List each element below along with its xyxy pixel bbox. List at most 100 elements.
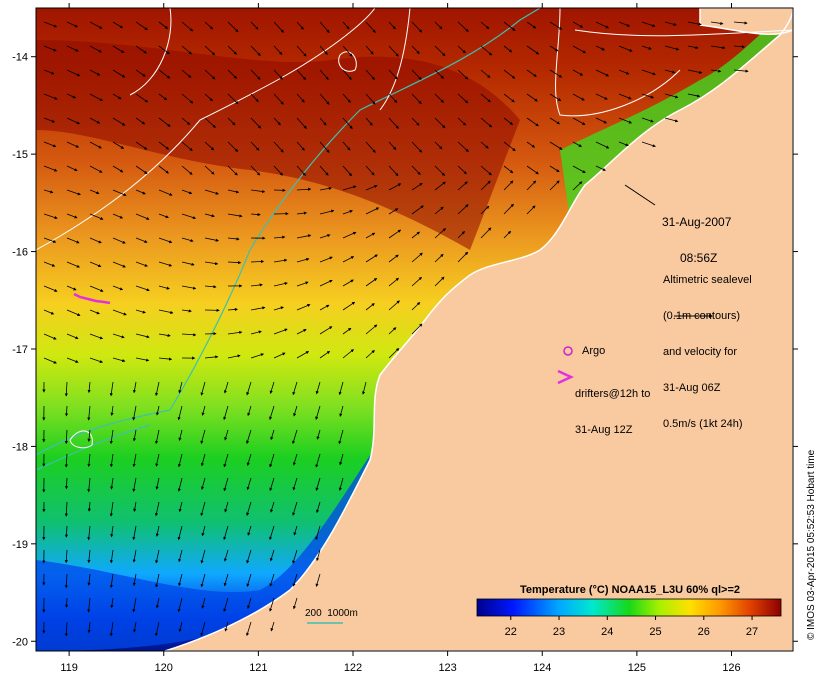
velocity-arrow — [89, 93, 104, 101]
velocity-arrow — [43, 237, 57, 243]
velocity-arrow — [292, 549, 298, 564]
velocity-arrow — [273, 165, 284, 176]
velocity-arrow — [595, 117, 608, 124]
velocity-arrow — [204, 69, 216, 80]
velocity-arrow — [687, 45, 699, 50]
velocity-arrow — [181, 333, 197, 337]
velocity-arrow — [411, 301, 421, 311]
velocity-arrow — [43, 117, 56, 123]
velocity-arrow — [595, 21, 610, 29]
velocity-arrow — [200, 477, 206, 490]
velocity-arrow — [112, 261, 126, 268]
lon-tick-label: 122 — [344, 662, 362, 674]
longitude-axis: 119 120 121 122 123 124 125 126 — [60, 3, 741, 674]
velocity-arrow — [250, 283, 263, 287]
velocity-arrow — [319, 326, 333, 335]
velocity-arrow — [158, 141, 170, 150]
velocity-arrow — [595, 141, 610, 149]
argo-label: Argo — [582, 345, 606, 357]
velocity-arrow — [315, 573, 321, 587]
velocity-arrow — [87, 453, 91, 468]
velocity-arrow — [480, 227, 492, 239]
velocity-arrow — [43, 21, 58, 28]
velocity-arrow — [388, 327, 397, 335]
velocity-arrow — [316, 429, 321, 440]
velocity-arrow — [87, 549, 91, 564]
velocity-arrow — [227, 260, 242, 265]
velocity-arrow — [572, 181, 583, 191]
velocity-arrow — [296, 234, 312, 239]
velocity-arrow — [109, 429, 114, 445]
velocity-arrow — [342, 165, 353, 177]
velocity-arrow — [319, 45, 328, 55]
velocity-arrow — [296, 165, 306, 176]
velocity-arrow — [155, 453, 160, 467]
date-label: 31-Aug-2007 08:56Z — [662, 192, 731, 276]
velocity-arrow — [365, 165, 375, 176]
velocity-arrow — [342, 279, 354, 287]
velocity-arrow — [710, 45, 726, 50]
lat-tick-label: -19 — [12, 539, 28, 551]
velocity-arrow — [526, 165, 539, 175]
velocity-arrow — [178, 621, 183, 633]
velocity-arrow — [595, 165, 606, 171]
velocity-arrow — [549, 117, 561, 125]
velocity-arrow — [158, 333, 171, 337]
velocity-arrow — [200, 429, 206, 445]
velocity-arrow — [43, 285, 58, 292]
velocity-arrow — [411, 182, 423, 191]
velocity-arrow — [338, 381, 344, 396]
velocity-arrow — [503, 165, 514, 174]
velocity-arrow — [246, 549, 252, 564]
velocity-arrow — [595, 93, 608, 100]
velocity-arrow — [411, 231, 421, 239]
altimetry-line: and velocity for — [663, 346, 737, 358]
velocity-arrow — [549, 69, 563, 78]
colorbar: 22 23 24 25 26 27 — [476, 598, 782, 638]
velocity-arrow — [618, 21, 631, 27]
velocity-arrow — [270, 501, 275, 513]
velocity-arrow — [572, 69, 584, 76]
velocity-arrow — [64, 549, 68, 564]
velocity-arrow — [247, 525, 252, 536]
velocity-arrow — [480, 165, 492, 176]
velocity-arrow — [526, 21, 537, 29]
velocity-arrow — [200, 621, 206, 637]
velocity-arrow — [480, 141, 489, 149]
velocity-arrow — [89, 69, 101, 76]
velocity-arrow — [434, 45, 446, 57]
velocity-arrow — [342, 327, 352, 335]
date-line2: 08:56Z — [680, 251, 718, 265]
velocity-arrow — [66, 309, 81, 316]
velocity-arrows — [42, 21, 749, 637]
velocity-arrow — [158, 93, 168, 101]
colorbar-tick-label: 22 — [505, 626, 517, 638]
velocity-arrow — [457, 21, 469, 32]
velocity-arrow — [87, 621, 91, 634]
credit-text: © IMOS 03-Apr-2015 05:52:53 Hobart time — [806, 449, 817, 640]
velocity-arrow — [273, 258, 288, 263]
velocity-arrow — [64, 573, 68, 589]
velocity-arrow — [223, 573, 229, 587]
velocity-arrow — [224, 501, 229, 513]
velocity-arrow — [342, 45, 353, 57]
velocity-arrow — [155, 573, 160, 588]
velocity-arrow — [526, 93, 538, 102]
velocity-arrow — [112, 141, 125, 149]
velocity-arrow — [64, 597, 69, 608]
velocity-arrow — [66, 357, 79, 363]
velocity-arrow — [457, 181, 468, 191]
velocity-arrow — [135, 141, 148, 150]
velocity-arrow — [342, 301, 356, 311]
velocity-arrow — [273, 117, 281, 126]
velocity-arrow — [43, 357, 57, 364]
velocity-arrow — [112, 69, 126, 78]
velocity-arrow — [733, 21, 748, 25]
velocity-arrow — [342, 141, 351, 151]
velocity-arrow — [110, 405, 114, 416]
velocity-arrow — [112, 21, 124, 29]
argo-marker — [563, 346, 573, 356]
velocity-arrow — [227, 237, 240, 241]
velocity-arrow — [135, 357, 150, 362]
velocity-arrow — [319, 117, 327, 126]
